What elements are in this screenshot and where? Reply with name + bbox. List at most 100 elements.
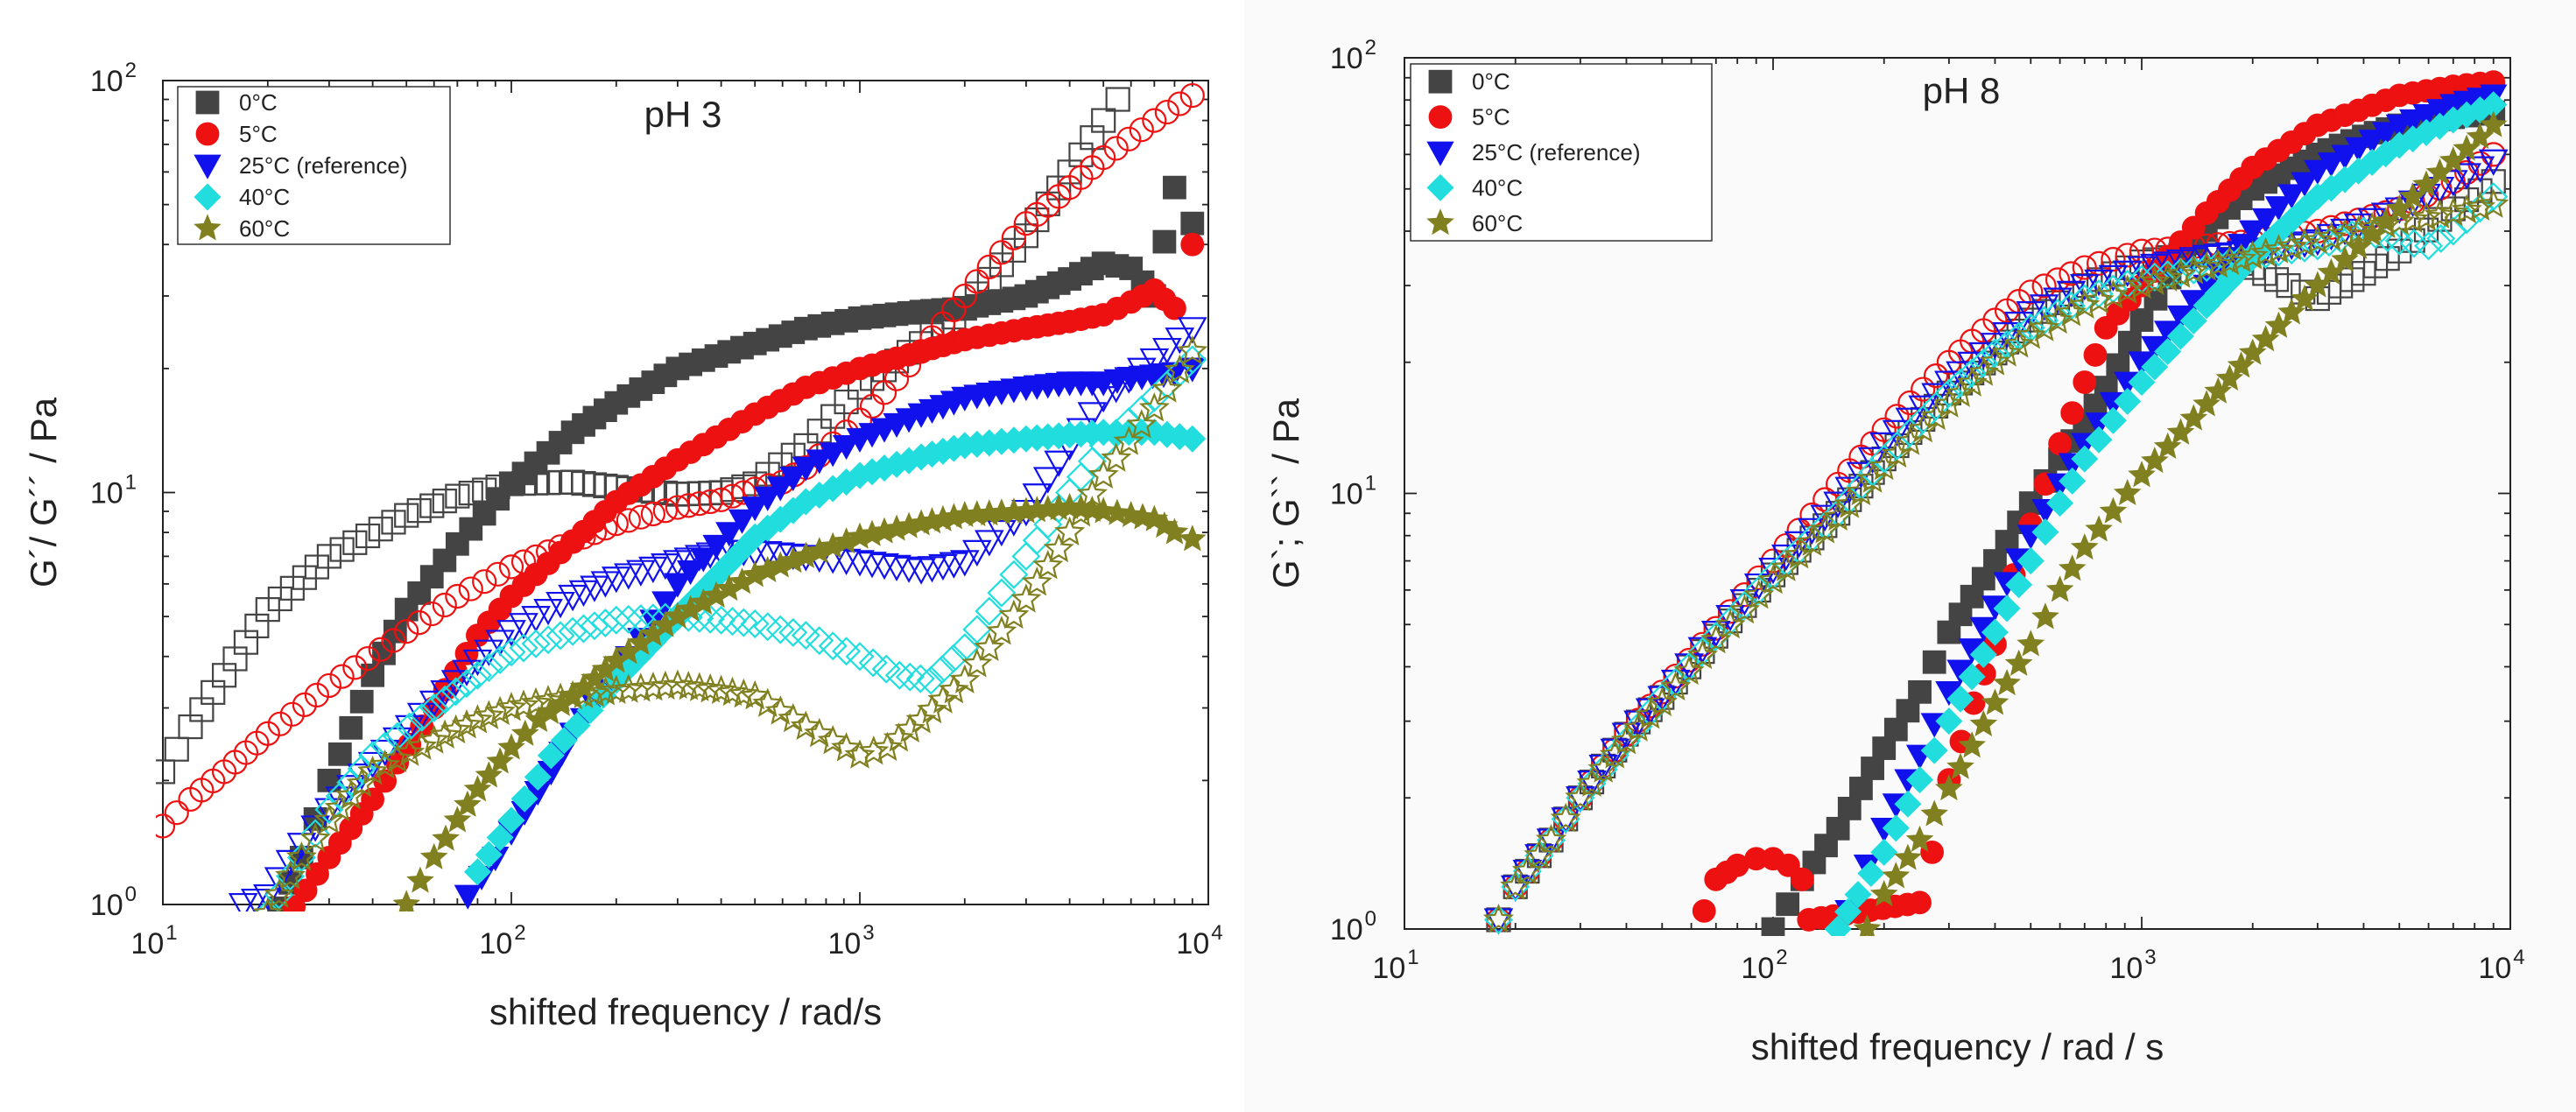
storage-modulus-point [2004, 649, 2033, 676]
loss-modulus-point [2465, 156, 2495, 183]
legend: 0°C 5°C 25°C (reference) 40°C 60°C [177, 86, 451, 245]
loss-modulus-point [927, 655, 957, 685]
loss-modulus-point [510, 549, 537, 574]
loss-modulus-point [2414, 231, 2444, 261]
legend-box [1410, 63, 1713, 242]
loss-modulus-point [752, 687, 784, 717]
loss-modulus-point [871, 380, 897, 405]
storage-modulus-point [2166, 322, 2194, 350]
storage-modulus-point [2264, 196, 2293, 222]
loss-modulus-point [999, 560, 1029, 589]
loss-modulus-point [740, 609, 770, 638]
storage-modulus-point [1920, 736, 1948, 764]
storage-modulus-point [2239, 220, 2267, 245]
x-tick-label: 104 [1176, 921, 1222, 961]
loss-modulus-point [342, 655, 368, 680]
x-tick-label: 103 [827, 921, 874, 961]
legend-box [177, 86, 451, 245]
loss-modulus-point [1091, 144, 1116, 171]
storage-modulus-point [2251, 325, 2280, 352]
loss-modulus-point [834, 389, 859, 415]
loss-modulus-point [228, 892, 258, 911]
loss-modulus-point [1744, 575, 1774, 605]
storage-modulus-point [497, 733, 525, 760]
loss-modulus-point [1179, 82, 1205, 109]
loss-modulus-point [1165, 327, 1195, 355]
loss-modulus-point [883, 722, 914, 752]
loss-modulus-point [2411, 201, 2442, 231]
loss-modulus-point [1032, 549, 1064, 580]
loss-modulus-point [1511, 855, 1543, 884]
loss-modulus-point [640, 501, 665, 527]
loss-modulus-point [2045, 267, 2071, 292]
storage-modulus-point [1870, 838, 1898, 866]
loss-modulus-point [720, 483, 745, 509]
loss-modulus-point [156, 813, 176, 839]
loss-modulus-point [1661, 667, 1691, 697]
storage-modulus-point [1826, 816, 1850, 841]
loss-modulus-point [790, 710, 821, 741]
storage-modulus-point [2141, 353, 2169, 381]
loss-modulus-point [976, 254, 1002, 279]
loss-modulus-point [440, 714, 472, 744]
loss-modulus-point [1717, 599, 1743, 624]
storage-modulus-point [454, 790, 482, 817]
loss-modulus-point [2302, 224, 2333, 255]
loss-modulus-point [533, 625, 563, 655]
storage-modulus-point [1152, 229, 1177, 254]
storage-modulus-point [475, 841, 503, 869]
loss-modulus-point [462, 660, 492, 690]
loss-modulus-point [2126, 269, 2157, 299]
loss-modulus-point [406, 730, 438, 760]
storage-modulus-point [454, 884, 482, 910]
loss-modulus-point [474, 652, 503, 682]
loss-modulus-point [329, 664, 355, 689]
loss-modulus-point [614, 604, 644, 634]
storage-modulus-point [1908, 890, 1932, 915]
loss-modulus-point [2178, 255, 2209, 285]
storage-modulus-point [524, 764, 552, 792]
storage-modulus-point [1180, 211, 1205, 236]
storage-modulus-point [1882, 862, 1911, 889]
loss-modulus-point [831, 732, 862, 762]
loss-modulus-point [964, 269, 989, 294]
storage-modulus-point [2166, 418, 2195, 445]
storage-modulus-point [2085, 515, 2113, 542]
storage-modulus-point [1834, 897, 1862, 925]
loss-modulus-point [1587, 753, 1619, 783]
loss-modulus-point [1673, 655, 1705, 686]
loss-modulus-point [905, 664, 935, 693]
loss-modulus-point [430, 685, 460, 714]
loss-modulus-point [1535, 824, 1567, 854]
y-tick-label: 100 [1330, 907, 1376, 947]
storage-modulus-point [1844, 881, 1872, 909]
loss-modulus-point [2127, 256, 2157, 283]
loss-modulus-point [285, 841, 317, 871]
loss-modulus-point [858, 735, 890, 765]
storage-modulus-point [2046, 489, 2074, 517]
loss-modulus-point [545, 621, 575, 651]
storage-modulus-point [2114, 387, 2142, 415]
loss-modulus-point [1126, 409, 1158, 439]
storage-modulus-point [1922, 650, 1946, 674]
loss-modulus-point [2249, 236, 2282, 267]
storage-modulus-point [550, 727, 578, 755]
storage-modulus-point [1946, 685, 1974, 713]
loss-modulus-point [419, 690, 449, 718]
loss-modulus-point [240, 888, 271, 911]
storage-modulus-point [819, 442, 847, 468]
loss-modulus-point [1524, 839, 1555, 869]
loss-modulus-point [368, 517, 393, 542]
loss-modulus-point [496, 692, 527, 721]
loss-modulus-point [1152, 337, 1182, 365]
loss-modulus-point [279, 701, 305, 727]
storage-modulus-point [2304, 159, 2332, 185]
storage-modulus-point [2331, 144, 2359, 170]
loss-modulus-point [817, 724, 848, 755]
legend-label: 25°C (reference) [1472, 139, 1640, 165]
loss-modulus-point [989, 240, 1014, 265]
loss-modulus-point [2276, 273, 2301, 299]
loss-modulus-point [2438, 196, 2469, 227]
loss-modulus-point [2315, 222, 2347, 251]
storage-modulus-point [1837, 797, 1862, 820]
